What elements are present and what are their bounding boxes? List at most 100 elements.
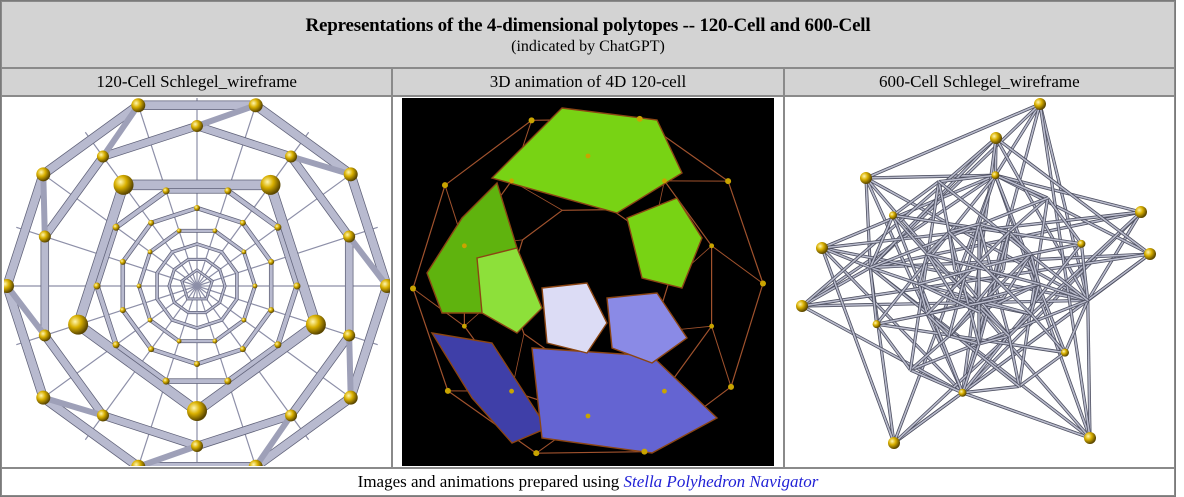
vertex-ball — [148, 346, 154, 352]
wire-edge — [43, 174, 45, 236]
vertex-ball — [162, 187, 169, 194]
vertex-ball — [992, 171, 1000, 179]
table-subtitle: (indicated by ChatGPT) — [2, 38, 1174, 56]
vertex-ball — [462, 324, 467, 329]
vertex-ball — [212, 228, 217, 233]
vertex-ball — [131, 98, 145, 112]
vertex-ball — [36, 167, 50, 181]
vertex-ball — [445, 388, 451, 394]
vertex-ball — [268, 259, 274, 265]
vertex-ball — [212, 339, 217, 344]
table-header: Representations of the 4-dimensional pol… — [1, 1, 1175, 68]
vertex-ball — [268, 307, 274, 313]
vertex-ball — [191, 120, 203, 132]
vertex-ball — [306, 315, 326, 335]
vertex-ball — [285, 409, 297, 421]
vertex-ball — [889, 211, 897, 219]
vertex-ball — [662, 389, 667, 394]
vertex-ball — [1135, 206, 1147, 218]
vertex-ball — [285, 151, 297, 163]
vertex-ball — [224, 378, 231, 385]
vertex-ball — [113, 175, 133, 195]
vertex-ball — [796, 300, 808, 312]
vertex-ball — [816, 242, 828, 254]
vertex-ball — [97, 151, 109, 163]
vertex-ball — [343, 391, 357, 405]
vertex-ball — [93, 283, 100, 290]
vertex-ball — [1061, 349, 1069, 357]
stella-navigator-link[interactable]: Stella Polyhedron Navigator — [623, 472, 818, 491]
vertex-ball — [176, 228, 181, 233]
vertex-ball — [252, 284, 257, 289]
vertex-ball — [860, 172, 872, 184]
600cell-wireframe-image — [786, 98, 1172, 466]
vertex-ball — [725, 178, 731, 184]
vertex-ball — [240, 346, 246, 352]
vertex-ball — [728, 384, 734, 390]
vertex-ball — [343, 329, 355, 341]
vertex-ball — [1034, 98, 1046, 110]
vertex-ball — [260, 175, 280, 195]
vertex-ball — [147, 250, 152, 255]
vertex-ball — [529, 117, 535, 123]
vertex-ball — [1084, 432, 1096, 444]
column-header-120cell-wireframe: 120-Cell Schlegel_wireframe — [1, 68, 392, 96]
image-cell-120cell-animation — [392, 96, 783, 468]
vertex-ball — [36, 391, 50, 405]
vertex-ball — [709, 324, 714, 329]
column-header-120cell-animation: 3D animation of 4D 120-cell — [392, 68, 783, 96]
vertex-ball — [1078, 240, 1086, 248]
vertex-ball — [162, 378, 169, 385]
vertex-ball — [343, 167, 357, 181]
vertex-ball — [760, 281, 766, 287]
vertex-ball — [248, 98, 262, 112]
vertex-ball — [274, 341, 281, 348]
vertex-ball — [873, 320, 881, 328]
vertex-ball — [38, 329, 50, 341]
vertex-ball — [462, 243, 467, 248]
vertex-ball — [274, 224, 281, 231]
table-title: Representations of the 4-dimensional pol… — [2, 13, 1174, 37]
vertex-ball — [148, 220, 154, 226]
image-cell-600cell-wireframe — [784, 96, 1175, 468]
vertex-ball — [662, 178, 667, 183]
vertex-ball — [147, 318, 152, 323]
vertex-ball — [241, 250, 246, 255]
vertex-ball — [888, 437, 900, 449]
vertex-ball — [959, 389, 967, 397]
vertex-ball — [224, 187, 231, 194]
vertex-ball — [990, 132, 1002, 144]
vertex-ball — [187, 401, 207, 421]
vertex-ball — [709, 243, 714, 248]
vertex-ball — [112, 341, 119, 348]
vertex-ball — [586, 414, 591, 419]
wire-edge — [349, 335, 351, 397]
120cell-wireframe-image — [4, 98, 390, 466]
vertex-ball — [509, 178, 514, 183]
vertex-ball — [641, 449, 647, 455]
vertex-ball — [240, 220, 246, 226]
vertex-ball — [442, 182, 448, 188]
vertex-ball — [410, 285, 416, 291]
vertex-ball — [241, 318, 246, 323]
vertex-ball — [293, 283, 300, 290]
vertex-ball — [176, 339, 181, 344]
vertex-ball — [194, 361, 200, 367]
vertex-ball — [343, 231, 355, 243]
vertex-ball — [119, 307, 125, 313]
vertex-ball — [637, 116, 643, 122]
vertex-ball — [136, 284, 141, 289]
vertex-ball — [191, 440, 203, 452]
footer-text: Images and animations prepared using — [358, 472, 624, 491]
vertex-ball — [38, 231, 50, 243]
vertex-ball — [112, 224, 119, 231]
vertex-ball — [1144, 248, 1156, 260]
image-cell-120cell-wireframe — [1, 96, 392, 468]
120cell-animation-image[interactable] — [402, 98, 774, 466]
vertex-ball — [533, 450, 539, 456]
vertex-ball — [119, 259, 125, 265]
vertex-ball — [68, 315, 88, 335]
vertex-ball — [509, 389, 514, 394]
column-header-600cell-wireframe: 600-Cell Schlegel_wireframe — [784, 68, 1175, 96]
